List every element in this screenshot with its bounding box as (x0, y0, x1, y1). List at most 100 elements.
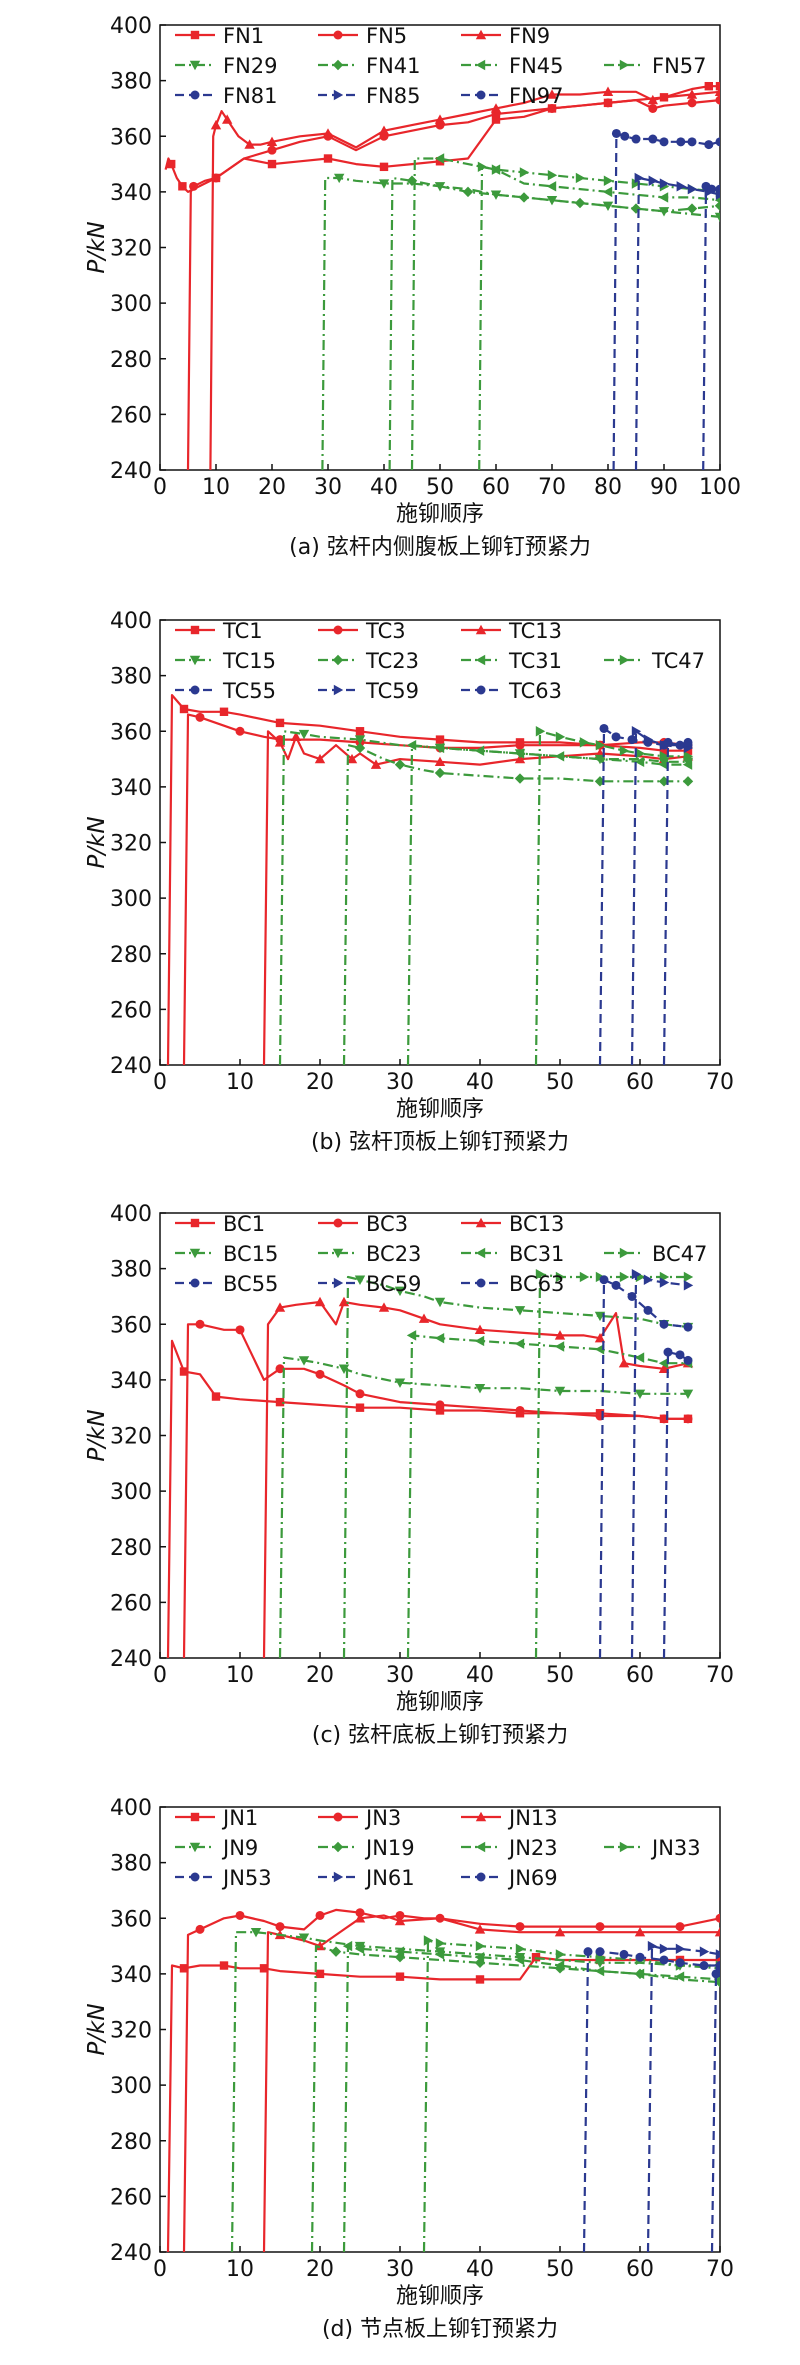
data-point-BC59 (631, 1268, 642, 1280)
data-point-FN9 (714, 86, 720, 96)
series-line-FN97 (702, 185, 720, 470)
data-point-BC15 (474, 1384, 486, 1394)
x-tick-label: 50 (546, 2257, 574, 2282)
series-line-BC3 (182, 1323, 688, 1658)
legend-label-FN81: FN81 (223, 84, 278, 108)
data-point-TC31 (658, 759, 669, 770)
data-point-JN53 (583, 1947, 593, 1957)
data-point-JN23 (342, 1940, 353, 1952)
x-tick-label: 60 (482, 475, 510, 500)
series-line-FN85 (634, 176, 720, 470)
chart-caption: (d) 节点板上铆钉预紧力 (322, 2317, 558, 2342)
data-point-FN45 (714, 197, 720, 204)
data-point-BC59 (683, 1280, 694, 1291)
data-point-JN61 (647, 1940, 658, 1952)
series-line-FN41 (388, 176, 720, 470)
data-point-BC47 (683, 1271, 694, 1283)
legend-label-FN45: FN45 (509, 54, 564, 78)
data-point-TC13 (434, 756, 446, 767)
y-tick-label: 320 (110, 1425, 152, 1450)
legend-marker-JN53 (190, 1872, 200, 1882)
data-point-TC47 (635, 748, 646, 759)
data-point-FN1 (491, 115, 501, 124)
y-tick-label: 300 (110, 887, 152, 912)
legend-marker-FN85 (333, 89, 344, 101)
y-axis-title: P/kN (84, 221, 110, 273)
data-point-BC15 (298, 1356, 310, 1366)
data-point-FN29 (546, 196, 558, 206)
x-tick-label: 30 (386, 2257, 414, 2282)
data-point-JN19 (330, 1946, 342, 1957)
data-point-BC15 (634, 1389, 646, 1399)
data-point-FN5 (687, 98, 697, 108)
legend-marker-TC3 (333, 625, 343, 635)
legend-marker-TC31 (475, 654, 486, 666)
y-tick-label: 240 (110, 1647, 152, 1672)
data-point-JN23 (714, 1976, 720, 1983)
data-point-BC13 (618, 1357, 630, 1368)
legend-marker-FN57 (619, 59, 630, 71)
data-point-TC31 (406, 739, 417, 751)
y-tick-label: 360 (110, 720, 152, 745)
data-point-TC55 (627, 735, 637, 745)
data-point-JN53 (595, 1947, 605, 1957)
legend-marker-JN61 (333, 1871, 344, 1883)
y-tick-label: 340 (110, 181, 152, 206)
legend-label-FN1: FN1 (223, 24, 264, 48)
data-point-TC55 (611, 732, 621, 742)
x-axis-title: 施铆顺序 (396, 502, 484, 527)
data-point-TC1 (659, 746, 669, 755)
legend-label-FN85: FN85 (366, 84, 421, 108)
data-point-JN3 (315, 1910, 325, 1920)
legend-label-TC23: TC23 (365, 649, 419, 673)
data-point-JN23 (354, 1943, 365, 1955)
data-point-JN33 (423, 1935, 434, 1946)
data-point-JN13 (554, 1926, 566, 1937)
series-line-JN3 (182, 1908, 720, 2252)
legend-label-JN69: JN69 (507, 1866, 558, 1890)
x-tick-label: 50 (546, 1663, 574, 1688)
data-point-FN57 (477, 161, 488, 173)
data-point-BC31 (594, 1344, 605, 1355)
series-line-TC63 (662, 741, 689, 1065)
data-point-FN9 (378, 125, 390, 135)
data-point-TC1 (179, 704, 189, 714)
data-point-JN33 (435, 1938, 446, 1949)
data-point-FN1 (178, 182, 187, 191)
data-point-FN9 (434, 114, 446, 124)
data-point-BC23 (434, 1297, 446, 1308)
data-point-FN9 (322, 128, 334, 138)
data-point-FN1 (704, 81, 713, 91)
chart-caption: (b) 弦杆顶板上铆钉预紧力 (311, 1130, 569, 1155)
y-tick-label: 240 (110, 2241, 152, 2266)
data-point-BC31 (554, 1341, 565, 1352)
data-point-BC1 (211, 1392, 221, 1401)
data-point-FN81 (676, 137, 686, 147)
legend-label-FN5: FN5 (366, 24, 407, 48)
data-point-JN3 (515, 1922, 525, 1932)
data-point-FN9 (602, 86, 614, 96)
data-point-FN81 (631, 134, 641, 144)
data-point-JN33 (515, 1943, 526, 1955)
series-line-BC55 (598, 1278, 689, 1658)
data-point-JN23 (554, 1960, 565, 1971)
series-line-TC3 (182, 713, 689, 1065)
data-point-JN3 (675, 1922, 685, 1932)
x-tick-label: 70 (706, 1070, 734, 1095)
x-tick-label: 90 (650, 475, 678, 500)
x-tick-label: 10 (226, 2257, 254, 2282)
series-line-BC15 (278, 1356, 688, 1658)
data-point-FN41 (462, 186, 474, 198)
y-tick-label: 320 (110, 2019, 152, 2044)
x-tick-label: 40 (466, 1070, 494, 1095)
x-tick-label: 0 (153, 2257, 167, 2282)
x-tick-label: 100 (699, 475, 741, 500)
data-point-BC3 (235, 1325, 245, 1335)
data-point-BC3 (275, 1364, 285, 1374)
data-point-BC63 (683, 1355, 693, 1365)
data-point-TC13 (290, 731, 302, 742)
data-point-TC1 (219, 707, 229, 716)
data-point-FN57 (519, 167, 530, 178)
legend-marker-FN9 (475, 29, 487, 40)
legend-marker-BC31 (475, 1247, 486, 1259)
